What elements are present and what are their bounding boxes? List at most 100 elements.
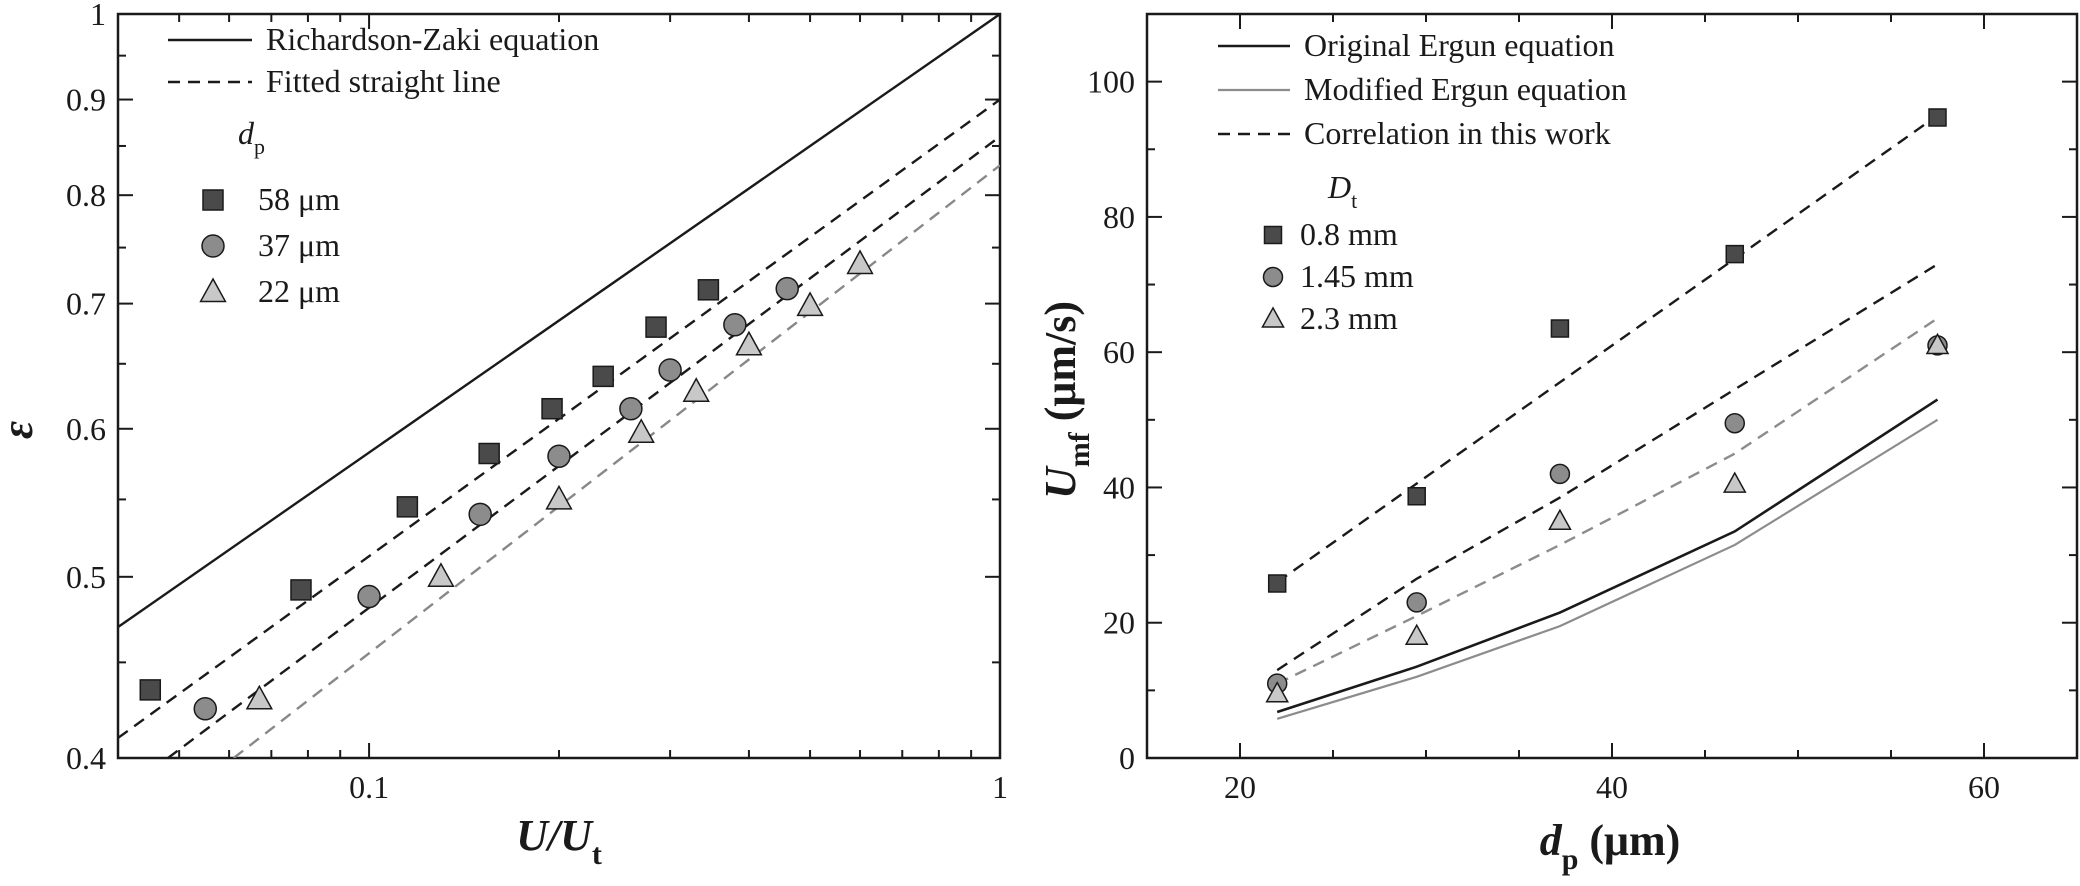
data-point-square (1267, 574, 1287, 593)
data-point-circle (619, 396, 643, 421)
data-point-circle (1549, 463, 1571, 485)
y-tick-label: 20 (1103, 605, 1135, 641)
x-axis-title-unit: (μm) (1578, 816, 1680, 865)
y-tick-label: 0.8 (66, 177, 106, 213)
y-tick-label: 60 (1103, 334, 1135, 370)
data-point-triangle (735, 330, 763, 356)
x-axis-title-right: dp (μm) (1540, 816, 1681, 876)
legend-header-sub: t (1351, 188, 1357, 213)
x-tick-label: 60 (1968, 769, 2000, 805)
y-tick-label: 100 (1087, 64, 1135, 100)
legend-label: Correlation in this work (1304, 115, 1611, 151)
data-point-circle (723, 313, 747, 337)
data-point-square (396, 496, 419, 518)
data-point-square (645, 316, 667, 338)
correlation-line-2-3mm (1276, 317, 1939, 685)
chart-right: 20 40 60 0 20 40 60 80 100 Original Ergun equatio… (1036, 12, 2079, 876)
legend-label: 22 μm (258, 273, 340, 309)
x-axis-title-main: d (1540, 816, 1563, 865)
x-axis-title-left: U/Ut (516, 811, 602, 871)
data-point-triangle (796, 291, 824, 317)
data-point-triangle (1404, 623, 1429, 646)
legend-label: 1.45 mm (1300, 258, 1414, 294)
y-tick-label: 1 (90, 0, 106, 32)
points-left (139, 249, 874, 721)
legend-marker-triangle (199, 277, 227, 303)
data-point-square (697, 279, 720, 301)
y-axis-title-sub: mf (1063, 431, 1096, 467)
data-point-square (478, 442, 500, 465)
x-tick-label: 40 (1596, 769, 1628, 805)
x-axis-title-sub: p (1562, 843, 1579, 876)
data-point-triangle (245, 684, 274, 710)
y-tick-label: 80 (1103, 199, 1135, 235)
data-point-circle (775, 276, 799, 301)
legend-label: Richardson-Zaki equation (266, 21, 599, 57)
data-point-square (1550, 319, 1570, 338)
legend-header-main: d (238, 115, 255, 151)
y-axis-title-right: Umf (μm/s) (1036, 301, 1096, 499)
legend-label: 37 μm (258, 227, 340, 263)
legend-header-main: D (1327, 169, 1351, 205)
y-tick-label: 0.7 (66, 286, 106, 322)
y-tick-label: 0.9 (66, 82, 106, 118)
y-tick-label: 0.4 (66, 740, 106, 776)
legend-marker-square (202, 189, 224, 211)
fitted-line-2 (167, 135, 1000, 758)
lines-right (1276, 114, 1939, 720)
data-point-circle (468, 502, 492, 527)
legend-right: Original Ergun equation Modified Ergun eq… (1218, 27, 1627, 336)
data-point-triangle (1265, 681, 1290, 703)
data-point-triangle (427, 562, 455, 588)
x-axis-title-sub: t (592, 838, 602, 871)
legend-left: Richardson-Zaki equation Fitted straight … (168, 21, 599, 309)
data-point-triangle (682, 377, 710, 402)
legend-header: Dt (1327, 169, 1357, 213)
y-axis-title-main: U (1036, 465, 1085, 499)
x-tick-label: 20 (1224, 769, 1256, 805)
data-point-circle (658, 358, 682, 382)
original-ergun-line (1276, 398, 1939, 714)
points-right (1265, 108, 1950, 703)
legend-header: dp (238, 115, 265, 159)
data-point-square (1928, 108, 1947, 127)
x-tick-label: 1 (992, 769, 1008, 805)
data-point-square (290, 579, 312, 601)
data-point-circle (1724, 412, 1746, 434)
y-tick-label: 40 (1103, 469, 1135, 505)
legend-marker-circle (201, 234, 225, 258)
data-point-square (1407, 486, 1426, 506)
data-point-square (139, 679, 162, 701)
chart-left: 0.1 1 0.4 0.5 0.6 0.7 0.8 0.9 1 Richardson-Zaki e… (0, 0, 1008, 871)
legend-label: Original Ergun equation (1304, 27, 1614, 63)
legend-marker-circle (1262, 266, 1284, 288)
x-axis-title-main: U/U (516, 811, 594, 860)
y-tick-label: 0 (1119, 740, 1135, 776)
data-point-triangle (1722, 471, 1747, 493)
correlation-line-1-45mm (1276, 263, 1939, 672)
y-tick-label: 0.5 (66, 559, 106, 595)
legend-label: Modified Ergun equation (1304, 71, 1627, 107)
data-point-triangle (545, 484, 573, 510)
data-point-circle (357, 584, 381, 609)
data-point-square (592, 365, 614, 388)
y-axis-title-unit: (μm/s) (1036, 301, 1085, 432)
legend-label: 2.3 mm (1300, 300, 1398, 336)
legend-label: 58 μm (258, 181, 340, 217)
data-point-circle (193, 697, 218, 721)
modified-ergun-line (1276, 418, 1939, 720)
data-point-circle (547, 444, 571, 469)
y-tick-label: 0.6 (66, 411, 106, 447)
legend-header-sub: p (254, 134, 265, 159)
data-point-triangle (1925, 332, 1950, 355)
y-axis-title-left: ε (0, 421, 42, 439)
fitted-line-3 (232, 164, 1000, 758)
data-point-triangle (846, 249, 874, 275)
richardson-zaki-line (118, 14, 1000, 629)
data-point-circle (1406, 592, 1427, 613)
legend-label: 0.8 mm (1300, 216, 1398, 252)
legend-marker-triangle (1261, 306, 1285, 328)
legend-marker-square (1263, 225, 1283, 245)
correlation-line-0-8mm (1276, 114, 1939, 584)
